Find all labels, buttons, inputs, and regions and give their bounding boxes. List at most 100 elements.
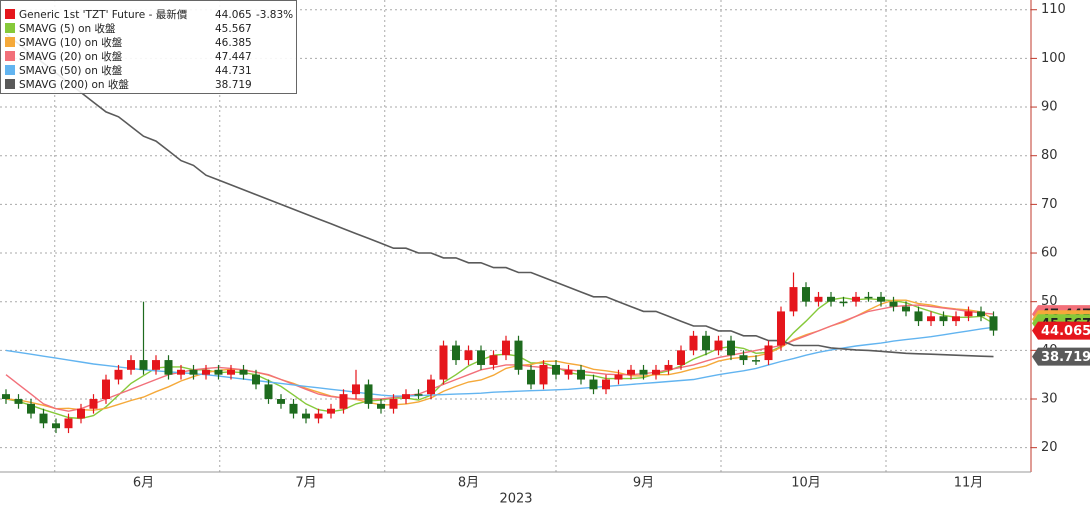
candle-body — [827, 296, 835, 302]
legend: Generic 1st 'TZT' Future - 最新價 44.065 -3.8… — [0, 0, 297, 94]
candle-body — [427, 379, 435, 395]
price-tag-label: 44.065 — [1041, 324, 1090, 339]
legend-name: SMAVG (5) on 收盤 — [19, 22, 116, 35]
candle-body — [177, 369, 185, 375]
x-axis-year: 2023 — [499, 492, 532, 507]
candle-body — [714, 340, 723, 351]
candle-body — [52, 423, 60, 429]
candle-body — [727, 340, 735, 356]
candle-body — [114, 369, 123, 380]
candle-body — [2, 394, 10, 400]
x-tick-label: 11月 — [954, 476, 984, 491]
legend-swatch — [5, 51, 15, 61]
y-tick-label: 80 — [1041, 148, 1058, 163]
candle-body — [127, 360, 135, 370]
candle-body — [989, 316, 998, 331]
candle-body — [502, 340, 510, 356]
legend-swatch — [5, 9, 15, 19]
candle-body — [939, 316, 948, 322]
candle-body — [452, 345, 460, 361]
legend-name: Generic 1st 'TZT' Future - 最新價 — [19, 8, 188, 21]
candle-body — [377, 403, 385, 409]
legend-swatch — [5, 37, 15, 47]
candle-body — [389, 399, 398, 409]
y-tick-label: 90 — [1041, 100, 1058, 115]
candle-body — [214, 369, 223, 375]
candle-body — [314, 413, 323, 419]
legend-value: 44.731 — [215, 65, 252, 77]
candle-body — [552, 364, 560, 375]
candle-body — [814, 296, 823, 302]
candle-body — [677, 350, 685, 365]
candle-body — [852, 296, 860, 302]
candle-body — [14, 399, 23, 404]
candle-body — [89, 399, 98, 409]
candle-body — [402, 394, 410, 400]
candle-body — [477, 350, 485, 365]
y-tick-label: 30 — [1041, 392, 1058, 407]
candle-body — [489, 355, 498, 365]
legend-value: 38.719 — [215, 79, 252, 91]
candle-body — [202, 369, 210, 375]
y-tick-label: 70 — [1041, 197, 1058, 212]
candle-body — [464, 350, 473, 361]
candle-body — [639, 369, 648, 375]
candle-body — [352, 384, 360, 395]
legend-value: 44.065 — [215, 9, 252, 21]
candle-body — [227, 369, 235, 375]
legend-swatch — [5, 65, 15, 75]
legend-swatch — [5, 79, 15, 89]
y-tick-label: 20 — [1041, 440, 1058, 455]
candle-body — [539, 364, 548, 385]
candle-body — [264, 384, 273, 400]
candle-body — [239, 369, 248, 375]
candle-body — [152, 360, 160, 370]
candle-body — [27, 403, 35, 414]
y-tick-label: 60 — [1041, 246, 1058, 261]
candle-body — [64, 418, 73, 429]
candle-body — [339, 394, 348, 409]
candle-body — [689, 335, 698, 351]
legend-name: SMAVG (10) on 收盤 — [19, 36, 123, 49]
candle-body — [414, 394, 423, 396]
candle-body — [977, 311, 985, 317]
candle-body — [927, 316, 935, 322]
candle-body — [802, 287, 810, 302]
candle-body — [914, 311, 923, 322]
candle-body — [964, 311, 973, 317]
candle-body — [602, 379, 610, 390]
legend-value: 45.567 — [215, 23, 252, 35]
x-tick-label: 10月 — [791, 476, 821, 491]
candle-body — [277, 399, 285, 404]
candle-body — [589, 379, 598, 390]
candle-body — [514, 340, 523, 370]
legend-value: 47.447 — [215, 51, 252, 63]
ma-line — [5, 33, 994, 358]
candle-body — [839, 301, 848, 304]
legend-name: SMAVG (50) on 收盤 — [19, 64, 123, 77]
candle-body — [102, 379, 110, 400]
x-tick-label: 9月 — [633, 476, 654, 491]
candle-body — [164, 360, 173, 375]
candle-body — [327, 408, 335, 414]
candle-body — [902, 306, 910, 312]
legend-name: SMAVG (200) on 收盤 — [19, 78, 129, 91]
candle-body — [652, 369, 660, 375]
candle-body — [952, 316, 960, 322]
candle-body — [189, 369, 198, 375]
candle-body — [77, 408, 85, 419]
candle-body — [252, 374, 260, 385]
price-tag-label: 38.719 — [1041, 350, 1090, 365]
x-tick-label: 8月 — [458, 476, 479, 491]
candle-body — [889, 301, 898, 307]
candle-body — [364, 384, 373, 404]
legend-swatch — [5, 23, 15, 33]
candle-body — [139, 360, 148, 370]
candle-body — [289, 403, 298, 414]
legend-change: -3.83% — [256, 9, 293, 21]
candle-body — [577, 369, 585, 380]
candle-body — [764, 345, 773, 361]
price-tag — [1032, 347, 1090, 366]
